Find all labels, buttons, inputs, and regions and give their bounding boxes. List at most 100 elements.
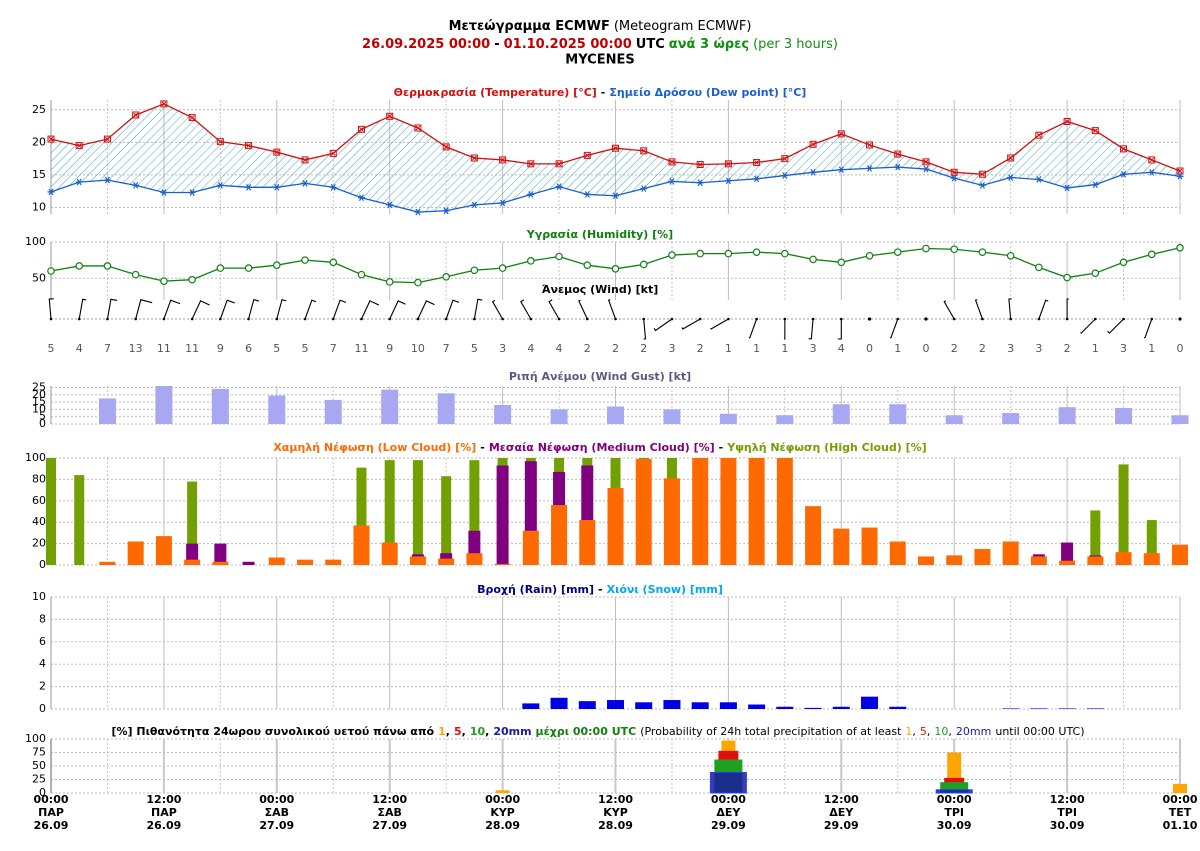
bar — [1002, 413, 1020, 424]
bar — [1002, 541, 1019, 565]
marker — [724, 249, 733, 258]
x-tick-label: 00:00 — [259, 793, 294, 806]
wind-origin — [642, 317, 646, 321]
list-separator: , — [485, 725, 489, 738]
marker — [1148, 156, 1156, 164]
y-tick-label: 10 — [32, 402, 46, 415]
marker — [583, 151, 591, 159]
marker-box — [160, 100, 168, 108]
wind-speed-label: 5 — [273, 342, 280, 355]
wind-barb — [389, 300, 406, 320]
bar — [691, 702, 709, 709]
marker-cross — [697, 162, 703, 167]
marker — [527, 160, 535, 168]
legend-entry: Ριπή Ανέμου (Wind Gust) [kt] — [509, 370, 691, 383]
marker — [188, 114, 196, 122]
wind-speed-label: 7 — [104, 342, 111, 355]
wind-barb — [304, 299, 317, 320]
bar — [974, 548, 991, 565]
x-tick-label: 29.09 — [824, 819, 859, 832]
bar — [1115, 407, 1133, 424]
y-tick-label: 20 — [32, 537, 46, 550]
title-separator: - — [601, 86, 606, 99]
y-tick-label: 100 — [25, 732, 46, 745]
marker — [583, 261, 592, 270]
bar — [579, 520, 596, 565]
wind-barb — [445, 299, 460, 320]
legend-entry: 5 — [920, 725, 927, 738]
marker — [1091, 269, 1100, 277]
wind-speed-label: 3 — [668, 342, 675, 355]
marker-box — [1007, 154, 1015, 162]
wind-speed-label: 4 — [527, 342, 534, 355]
marker — [132, 111, 140, 119]
bar — [437, 393, 455, 424]
marker — [414, 278, 422, 287]
marker — [244, 264, 253, 272]
bar — [325, 559, 342, 565]
bar — [833, 528, 850, 565]
marker-box — [668, 158, 676, 166]
wind-barb — [48, 298, 54, 320]
y-tick-label: 2 — [39, 680, 46, 693]
list-separator: , — [948, 725, 952, 738]
bar — [214, 543, 227, 565]
marker-box — [470, 154, 478, 162]
marker-cross — [613, 145, 618, 151]
marker — [837, 130, 845, 138]
wind-speed-label: 0 — [922, 342, 929, 355]
bar — [74, 475, 85, 565]
marker-box — [583, 151, 591, 159]
bar — [719, 702, 737, 709]
probability-bar — [935, 789, 973, 794]
bar — [1030, 708, 1048, 709]
marker-cross — [838, 131, 844, 137]
marker-box — [753, 159, 761, 167]
marker — [103, 176, 111, 184]
marker — [753, 175, 761, 183]
marker-box — [357, 125, 365, 133]
marker-box — [781, 155, 789, 163]
marker — [922, 165, 930, 173]
panel-title: Βροχή (Rain) [mm] - Χιόνι (Snow) [mm] — [477, 583, 723, 596]
marker — [470, 154, 478, 162]
marker — [668, 251, 676, 259]
bar — [324, 399, 342, 424]
marker-cross — [359, 126, 364, 132]
bar — [1030, 556, 1047, 565]
bar — [550, 409, 568, 424]
marker — [950, 168, 958, 176]
legend-entry: Βροχή (Rain) [mm] — [477, 583, 594, 596]
bar — [1172, 544, 1188, 565]
wind-origin — [981, 317, 984, 321]
marker — [414, 208, 422, 216]
marker — [160, 277, 168, 285]
marker — [668, 158, 676, 166]
x-tick-label: 00:00 — [33, 793, 68, 806]
x-tick-label: 12:00 — [146, 793, 181, 806]
marker — [555, 183, 563, 190]
marker — [1063, 184, 1071, 192]
wind-barb — [943, 300, 955, 320]
bar — [1058, 708, 1076, 709]
marker — [865, 251, 874, 260]
wind-speed-label: 4 — [556, 342, 563, 355]
bar — [635, 459, 652, 565]
marker-box — [894, 150, 902, 158]
wind-origin — [1122, 317, 1125, 321]
list-separator: , — [927, 725, 931, 738]
marker-cross — [48, 136, 54, 142]
list-separator: , — [446, 725, 450, 738]
wind-origin — [247, 317, 250, 321]
bar — [776, 458, 793, 565]
wind-origin — [77, 317, 81, 321]
bar — [946, 555, 963, 565]
y-tick-label: 20 — [32, 388, 46, 401]
wind-speed-label: 7 — [443, 342, 450, 355]
x-tick-label: ΤΕΤ — [1169, 806, 1192, 819]
marker — [470, 201, 478, 209]
wind-speed-label: 13 — [129, 342, 143, 355]
marker-box — [837, 130, 845, 138]
wind-origin — [416, 317, 420, 321]
marker-cross — [810, 141, 816, 147]
